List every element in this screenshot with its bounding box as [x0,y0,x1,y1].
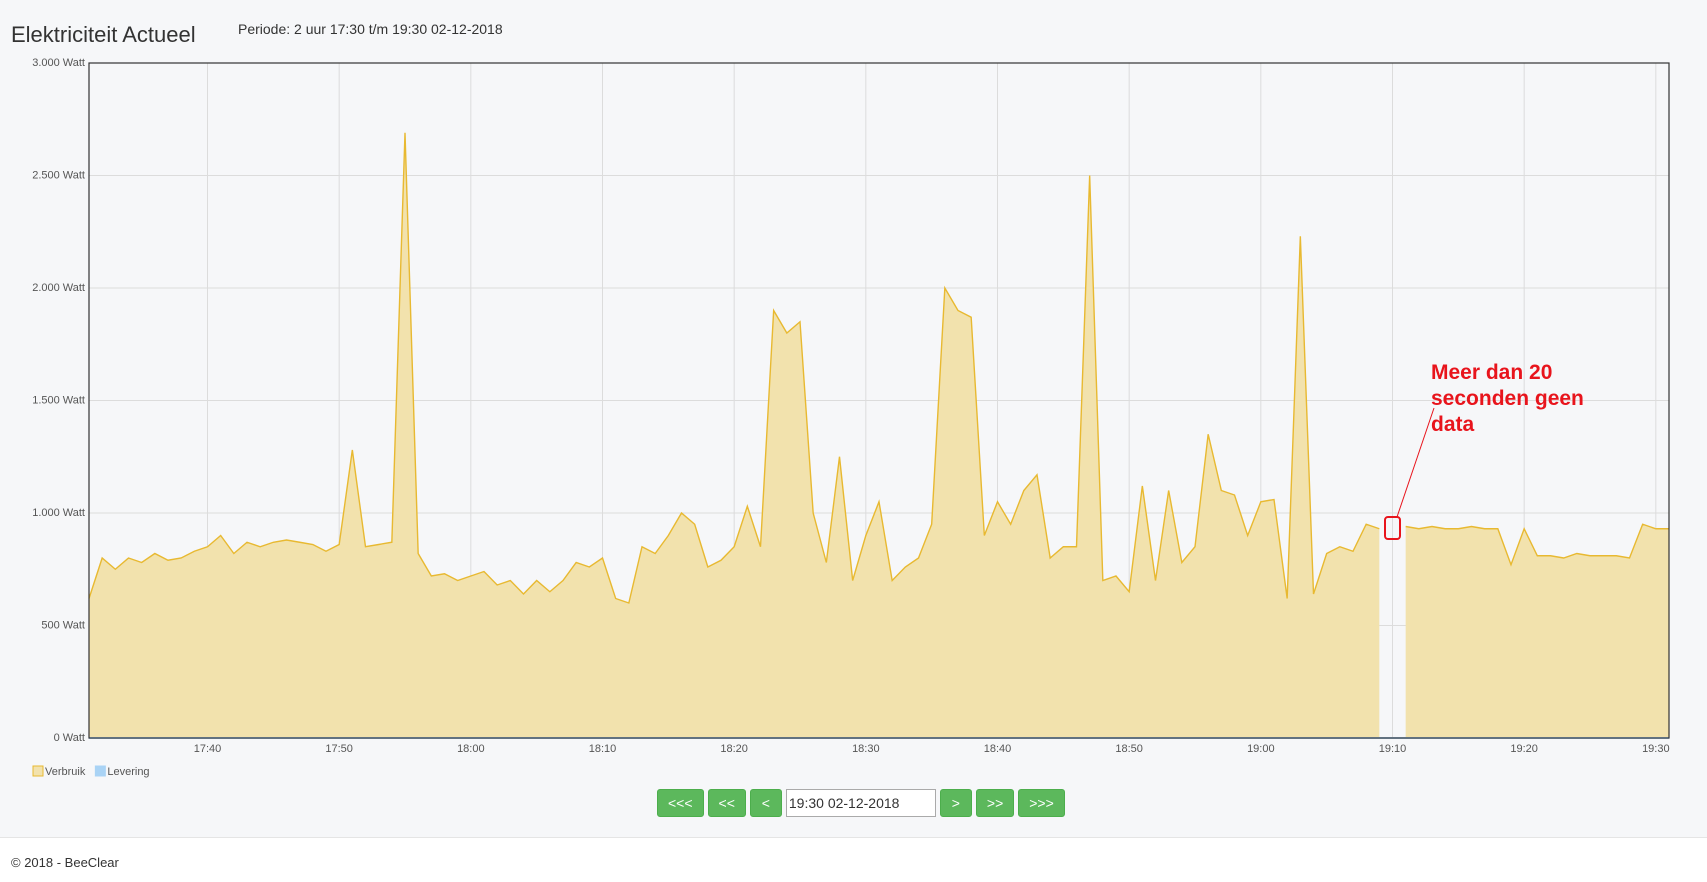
x-tick-label: 18:10 [589,743,617,755]
x-tick-label: 19:30 [1642,743,1670,755]
nav-button[interactable]: < [749,789,782,817]
period-label: Periode: 2 uur 17:30 t/m 19:30 02-12-201… [238,21,503,37]
x-tick-label: 18:50 [1115,743,1143,755]
x-tick-label: 19:10 [1379,743,1407,755]
series-area [89,132,1669,738]
annotation-arrow [1396,407,1435,518]
nav-button[interactable]: >> [975,789,1015,817]
y-tick-label: 0 Watt [54,732,85,744]
x-tick-label: 17:40 [194,743,222,755]
x-tick-label: 19:00 [1247,743,1275,755]
y-tick-label: 1.000 Watt [32,507,85,519]
y-tick-label: 2.000 Watt [32,282,85,294]
y-tick-label: 500 Watt [41,619,85,631]
series-line [88,132,1669,604]
plot-border [88,62,1670,739]
x-tick-label: 17:50 [325,743,353,755]
y-tick-label: 1.500 Watt [32,394,85,406]
y-tick-label: 2.500 Watt [32,169,85,181]
nav-button[interactable]: <<< [657,789,704,817]
x-tick-label: 19:20 [1510,743,1538,755]
nav-button[interactable]: >>> [1018,789,1065,817]
x-tick-label: 18:30 [852,743,880,755]
x-tick-label: 18:40 [984,743,1012,755]
footer: © 2018 - BeeClear [11,855,119,870]
x-tick-label: 18:00 [457,743,485,755]
navigation: <<< << < 19:30 02-12-2018 > >> >>> [657,789,1065,817]
chart: 0 Watt 500 Watt 1.000 Watt 1.500 Watt 2.000 … [32,57,1670,778]
legend-swatch [94,765,106,777]
x-tick-label: 18:20 [720,743,748,755]
page-title: Elektriciteit Actueel [11,22,196,47]
annotation-box [1384,516,1401,540]
nav-button[interactable]: << [707,789,746,817]
footer-band [0,837,1707,882]
legend-swatch [32,765,44,777]
y-tick-label: 3.000 Watt [32,57,85,69]
annotation: Meer dan 20 seconden geen data [1431,361,1584,436]
legend-label: Verbruik [45,766,86,778]
date-input[interactable]: 19:30 02-12-2018 [785,789,936,817]
nav-button[interactable]: > [939,789,972,817]
legend-label: Levering [107,766,149,778]
